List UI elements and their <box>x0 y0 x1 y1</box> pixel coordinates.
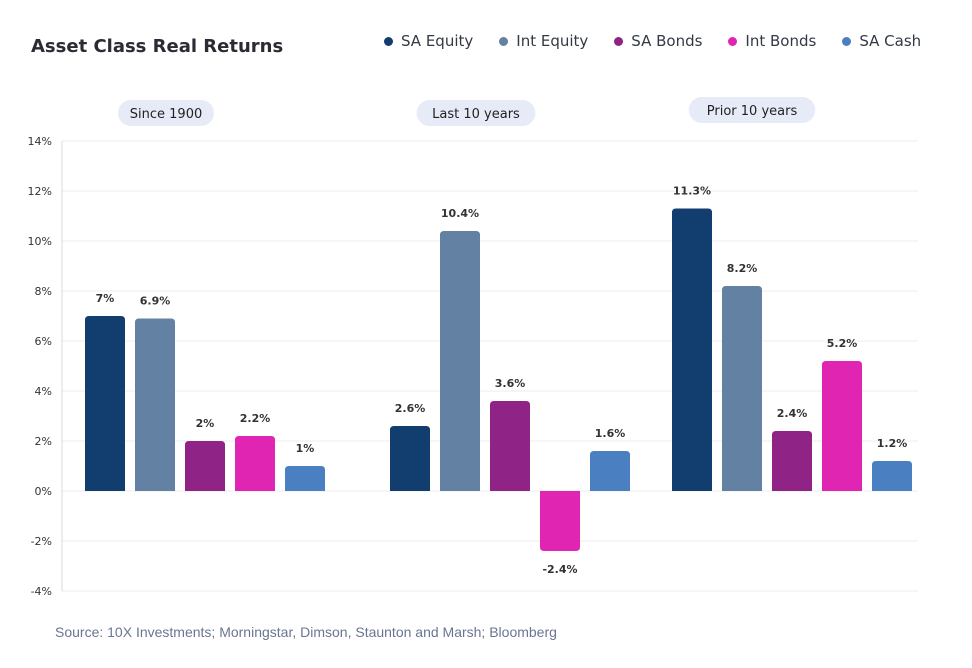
data-label: 6.9% <box>140 295 171 308</box>
bar-sa-equity <box>85 316 125 491</box>
bar-sa-cash <box>872 461 912 491</box>
category-label: Prior 10 years <box>707 104 798 119</box>
legend-label: SA Cash <box>859 32 922 50</box>
chart-title: Asset Class Real Returns <box>31 36 284 57</box>
bar-sa-cash <box>590 451 630 491</box>
data-label: 1.6% <box>595 427 626 440</box>
bar-int-equity <box>135 318 175 491</box>
bar-sa-equity <box>390 426 430 491</box>
data-label: -2.4% <box>542 563 577 576</box>
y-tick-label: 4% <box>35 385 52 398</box>
y-tick-label: 14% <box>28 135 52 148</box>
legend: SA Equity Int Equity SA Bonds Int Bonds SA C… <box>384 32 947 50</box>
category-label: Last 10 years <box>432 107 520 122</box>
category-label: Since 1900 <box>130 107 202 122</box>
data-label: 2.4% <box>777 407 808 420</box>
legend-item: Int Bonds <box>728 32 816 50</box>
data-label: 1% <box>296 442 315 455</box>
y-tick-label: 6% <box>35 335 52 348</box>
y-tick-label: 0% <box>35 485 52 498</box>
bar-sa-equity <box>672 208 712 491</box>
y-tick-label: -2% <box>31 535 52 548</box>
data-label: 2.2% <box>240 412 271 425</box>
data-label: 1.2% <box>877 437 908 450</box>
y-tick-label: 2% <box>35 435 52 448</box>
source-note: Source: 10X Investments; Morningstar, Di… <box>55 624 557 640</box>
data-label: 7% <box>96 292 115 305</box>
category-pill <box>416 100 536 126</box>
legend-swatch <box>728 36 738 46</box>
bar-sa-bonds <box>185 441 225 491</box>
y-tick-label: 12% <box>28 185 52 198</box>
legend-swatch <box>614 36 624 46</box>
data-label: 2.6% <box>395 402 426 415</box>
bar-int-equity <box>440 231 480 491</box>
legend-swatch <box>499 36 509 46</box>
bar-sa-cash <box>285 466 325 491</box>
legend-item: SA Equity <box>384 32 473 50</box>
legend-swatch <box>842 36 852 46</box>
data-label: 3.6% <box>495 377 526 390</box>
bar-sa-bonds <box>772 431 812 491</box>
data-label: 11.3% <box>673 185 711 198</box>
legend-swatch <box>384 36 393 46</box>
data-label: 2% <box>196 417 215 430</box>
legend-item: SA Cash <box>842 32 921 50</box>
data-label: 10.4% <box>441 207 479 220</box>
bar-int-bonds <box>235 436 275 491</box>
legend-item: SA Bonds <box>614 32 702 50</box>
category-pill <box>118 100 214 126</box>
bar-int-equity <box>722 286 762 491</box>
bar-int-bonds <box>540 491 580 551</box>
bar-int-bonds <box>822 361 862 491</box>
y-tick-label: 10% <box>28 235 52 248</box>
bar-sa-bonds <box>490 401 530 491</box>
y-tick-label: -4% <box>31 585 52 598</box>
data-label: 8.2% <box>727 262 758 275</box>
legend-item: Int Equity <box>499 32 588 50</box>
y-tick-label: 8% <box>35 285 52 298</box>
data-label: 5.2% <box>827 337 858 350</box>
category-pill <box>688 97 816 123</box>
legend-label: SA Bonds <box>631 32 703 50</box>
legend-label: SA Equity <box>401 32 474 50</box>
legend-label: Int Bonds <box>745 32 817 50</box>
legend-label: Int Equity <box>516 32 589 50</box>
